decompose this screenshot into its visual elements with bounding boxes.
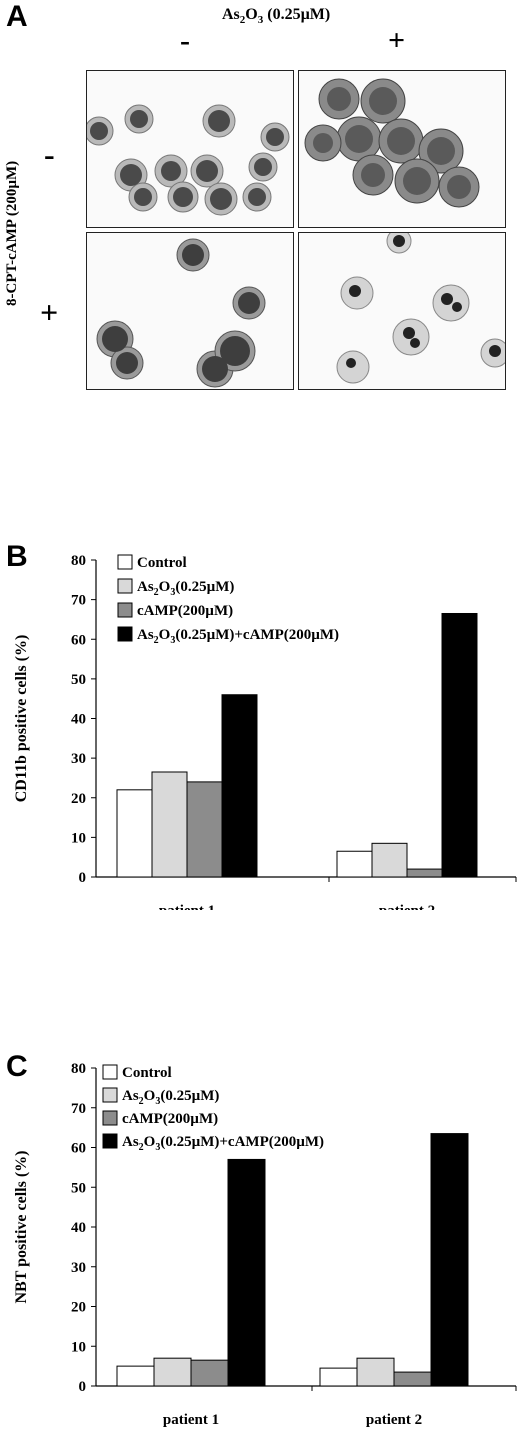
y-tick-label: 80 — [71, 1061, 86, 1077]
y-tick-label: 40 — [71, 712, 86, 728]
bar-patient-2-series-3 — [406, 868, 443, 878]
micrograph-camp — [86, 232, 294, 390]
legend-label: cAMP(200µM) — [122, 1111, 218, 1127]
y-tick-label: 40 — [71, 1220, 86, 1236]
bar-patient-1-series-2 — [153, 1357, 192, 1387]
as2o3-header-part: As — [222, 6, 240, 23]
y-tick-label: 10 — [71, 1339, 86, 1355]
col-plus-label: + — [388, 24, 406, 57]
y-tick-label: 50 — [71, 1180, 86, 1196]
legend-label: As2O3(0.25µM)+cAMP(200µM) — [137, 627, 339, 646]
bar-patient-2-series-1 — [319, 1367, 358, 1387]
panel-c-letter: C — [6, 1050, 28, 1083]
legend-swatch — [102, 1110, 118, 1126]
y-axis-label: CD11b positive cells (%) — [13, 635, 30, 803]
bar-patient-2-series-2 — [356, 1357, 395, 1387]
legend-label: As2O3(0.25µM)+cAMP(200µM) — [122, 1134, 324, 1153]
y-tick-label: 0 — [79, 1379, 87, 1395]
y-axis-label: NBT positive cells (%) — [13, 1150, 30, 1303]
micrograph-as2o3 — [298, 70, 506, 228]
bar-patient-1-series-4 — [227, 1158, 266, 1387]
row-plus-label: + — [40, 294, 59, 330]
y-tick-label: 70 — [71, 593, 86, 609]
panel-b-letter: B — [6, 540, 28, 573]
as2o3-header-part: O — [245, 6, 258, 23]
legend-label: cAMP(200µM) — [137, 603, 233, 619]
legend-swatch — [117, 554, 133, 570]
chart-c: 0 10 20 30 40 50 60 70 80 NBT positive cells (%) p… — [13, 1061, 517, 1428]
legend-swatch — [117, 626, 133, 642]
legend-swatch — [117, 578, 133, 594]
legend-swatch — [102, 1064, 118, 1080]
micrograph-combined — [298, 232, 506, 390]
bar-patient-1-series-3 — [190, 1359, 229, 1387]
micrograph-control — [86, 70, 294, 228]
category-label: patient 1 — [159, 903, 215, 910]
row-minus-label: - — [44, 136, 55, 172]
legend-label: Control — [122, 1065, 172, 1081]
category-label: patient 2 — [366, 1412, 422, 1428]
as2o3-header-sub: 2 — [239, 14, 246, 27]
category-label: patient 1 — [163, 1412, 219, 1428]
as2o3-header-sub: 3 — [257, 14, 264, 27]
bar-patient-1-series-3 — [186, 781, 223, 878]
col-minus-label: - — [180, 24, 190, 57]
y-tick-label: 0 — [79, 870, 87, 886]
y-tick-label: 30 — [71, 751, 86, 767]
y-tick-label: 30 — [71, 1260, 86, 1276]
bar-patient-2-series-2 — [371, 842, 408, 878]
y-tick-label: 20 — [71, 791, 86, 807]
legend-swatch — [117, 602, 133, 618]
category-label: patient 2 — [379, 903, 435, 910]
bar-patient-2-series-1 — [336, 850, 373, 878]
bar-patient-1-series-4 — [221, 694, 258, 878]
legend-label: As2O3(0.25µM) — [122, 1088, 219, 1107]
y-tick-label: 80 — [71, 553, 86, 569]
bar-patient-2-series-3 — [393, 1371, 432, 1387]
y-tick-label: 20 — [71, 1300, 86, 1316]
y-tick-label: 70 — [71, 1101, 86, 1117]
chart-b: 0 10 20 30 40 50 60 70 80 CD11b positive cells (%… — [13, 553, 517, 910]
bar-patient-1-series-2 — [151, 771, 188, 878]
bar-patient-2-series-4 — [441, 612, 478, 878]
legend-label: Control — [137, 555, 187, 571]
y-tick-label: 10 — [71, 830, 86, 846]
as2o3-header: As2O3 (0.25µM) — [222, 6, 330, 26]
bar-patient-2-series-4 — [430, 1133, 469, 1387]
panel-a-letter: A — [6, 0, 28, 33]
bar-patient-1-series-1 — [116, 789, 153, 878]
y-tick-label: 50 — [71, 672, 86, 688]
y-tick-label: 60 — [71, 1141, 86, 1157]
bar-patient-1-series-1 — [116, 1365, 155, 1387]
y-tick-label: 60 — [71, 632, 86, 648]
as2o3-header-part: (0.25µM) — [263, 6, 331, 23]
legend-label: As2O3(0.25µM) — [137, 579, 234, 598]
cpt-camp-header: 8-CPT-cAMP (200µM) — [4, 160, 20, 306]
legend-swatch — [102, 1133, 118, 1149]
legend-swatch — [102, 1087, 118, 1103]
